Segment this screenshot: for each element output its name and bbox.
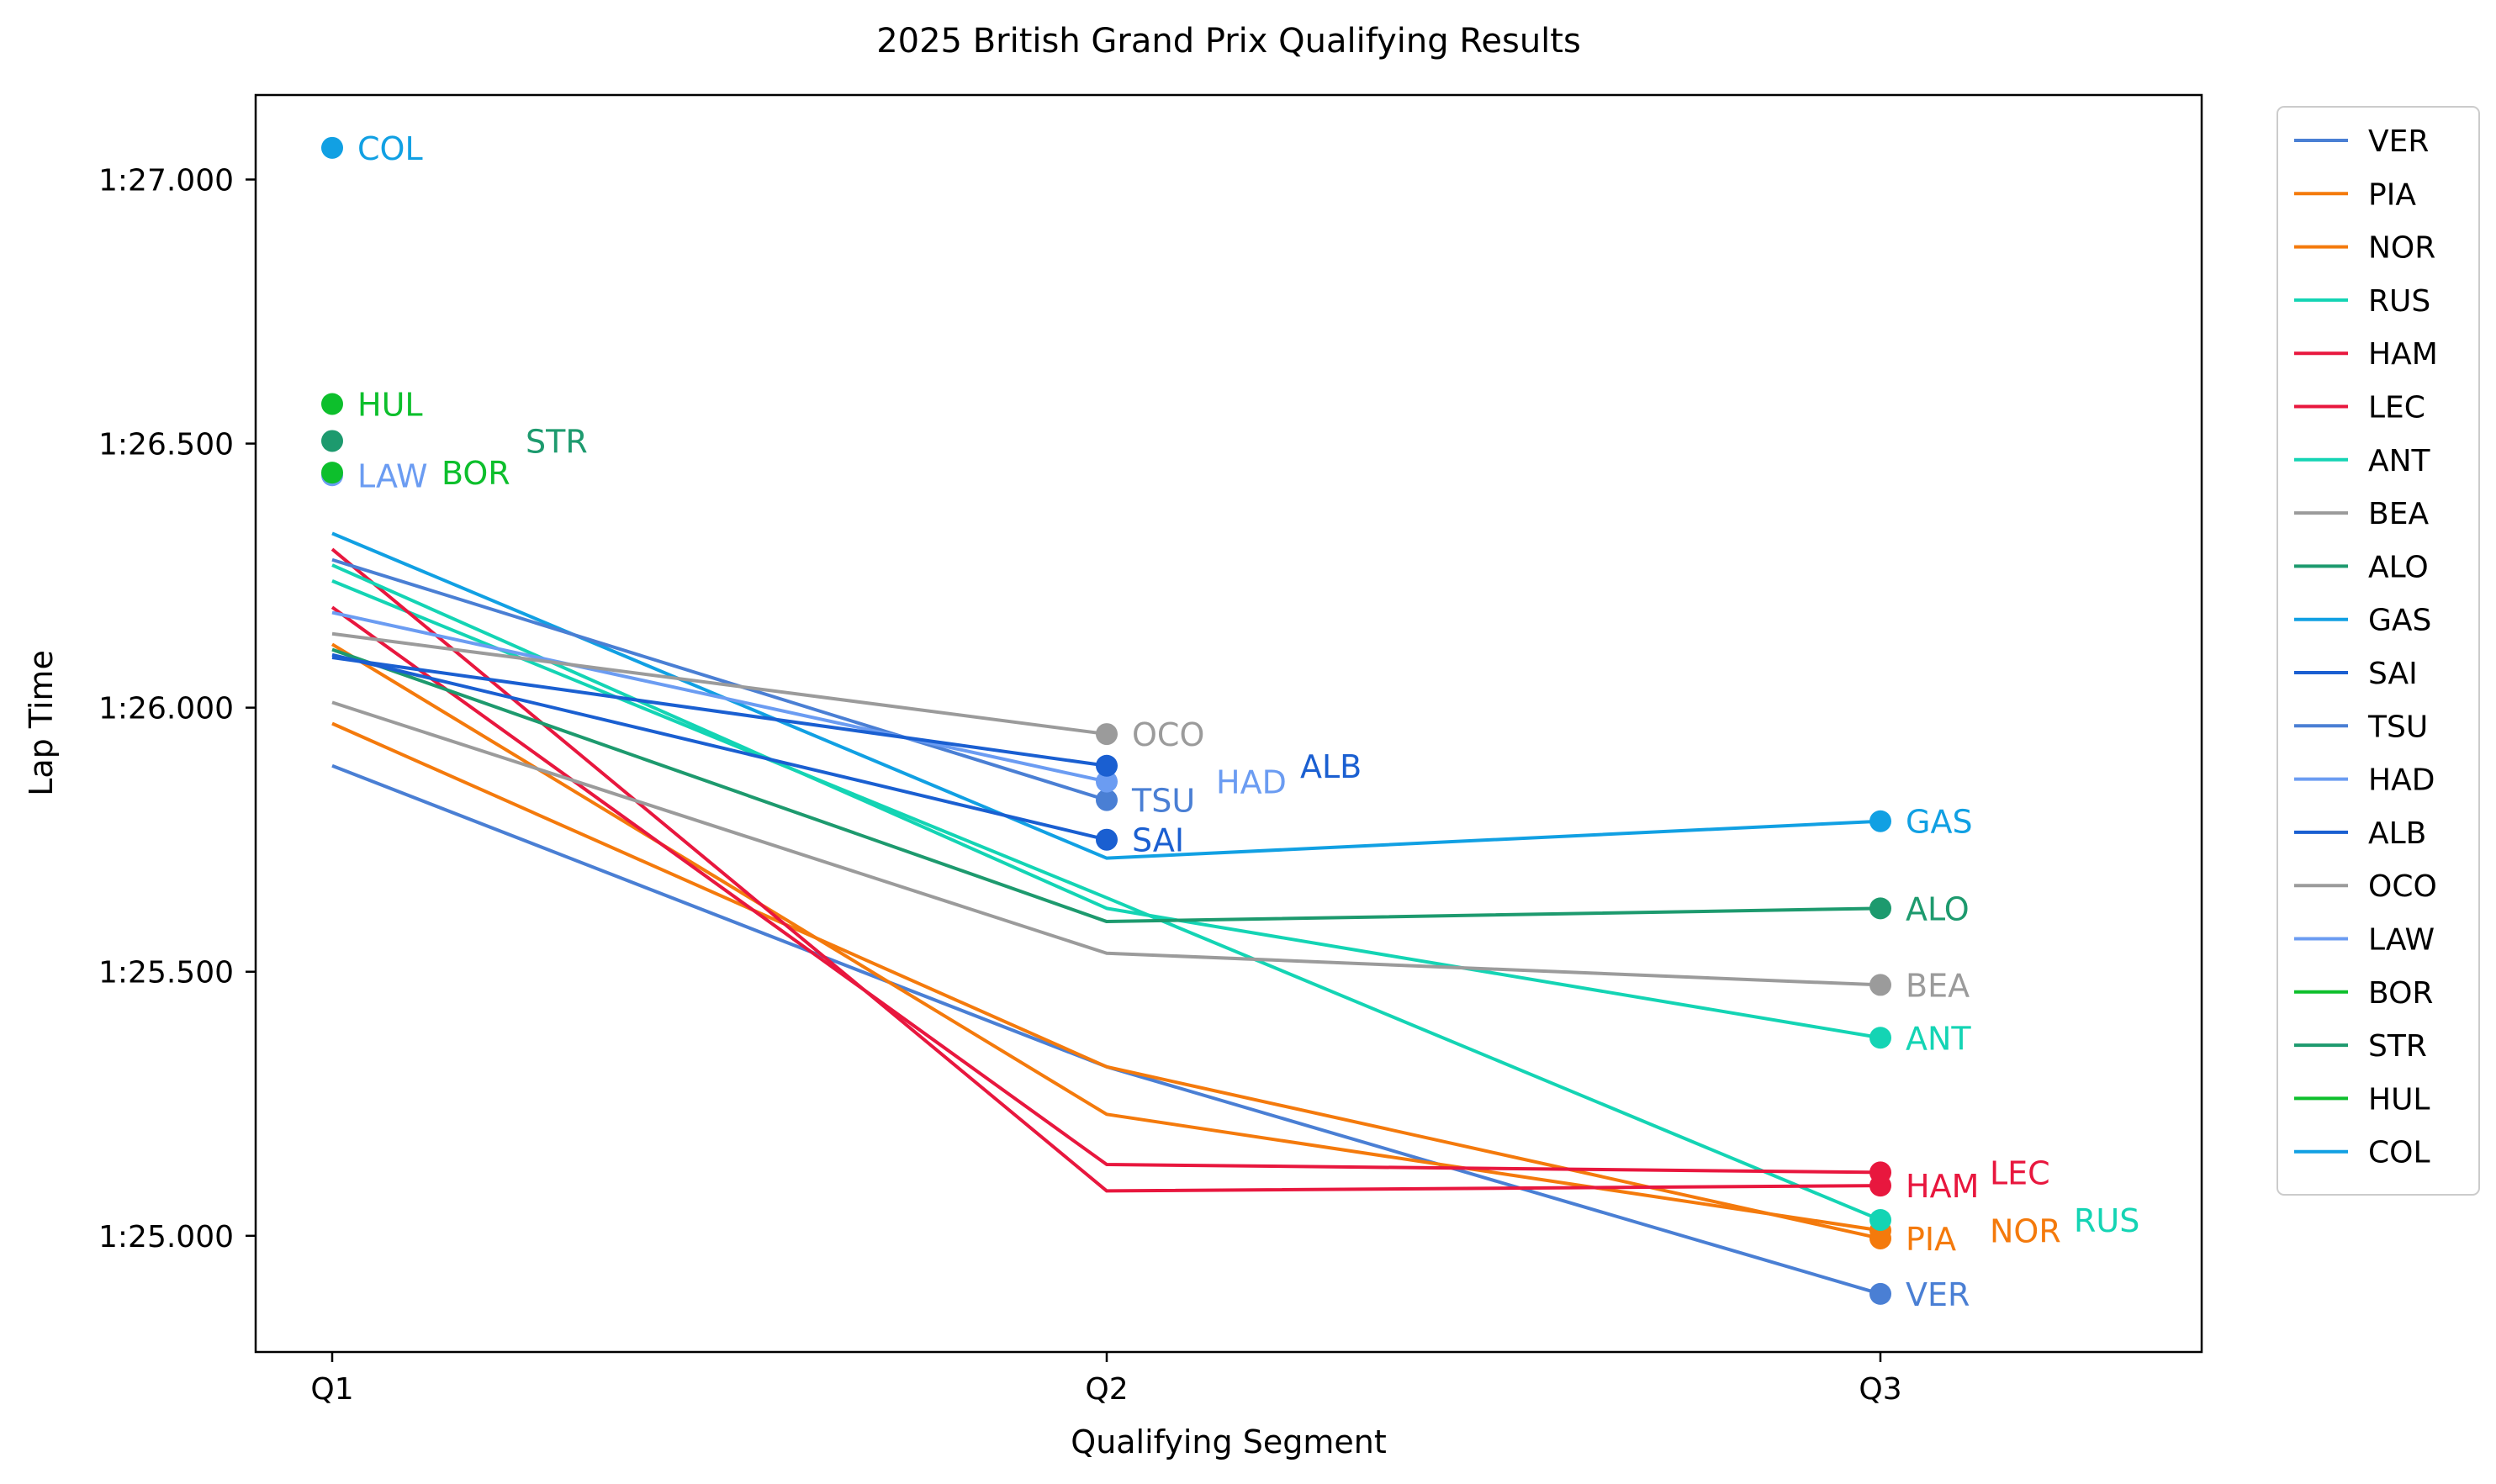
point-label-ant: ANT (1906, 1020, 1971, 1057)
series-point-ver (1869, 1282, 1891, 1305)
series-line-ant (331, 563, 1881, 1040)
legend-entry-had: HAD (2368, 763, 2435, 798)
y-tick-label: 1:25.500 (98, 956, 234, 990)
legend-entry-rus: RUS (2368, 284, 2430, 319)
legend-entry-col: COL (2368, 1136, 2430, 1170)
series-line-bea (331, 700, 1881, 987)
series-points (321, 136, 1891, 1305)
y-tick-label: 1:26.000 (98, 692, 234, 726)
legend-entry-hul: HUL (2368, 1082, 2430, 1117)
point-label-nor: NOR (1990, 1213, 2061, 1250)
series-point-col (321, 136, 343, 159)
point-label-bor: BOR (442, 455, 510, 492)
point-label-tsu: TSU (1131, 783, 1195, 820)
legend-entry-lec: LEC (2368, 391, 2425, 425)
y-axis-label: Lap Time (23, 650, 60, 796)
point-label-ham: HAM (1906, 1168, 1979, 1205)
point-label-alo: ALO (1906, 890, 1970, 927)
series-point-bor (321, 462, 343, 484)
series-point-gas (1869, 810, 1891, 832)
point-label-str: STR (526, 423, 588, 460)
series-line-lec (331, 605, 1881, 1175)
series-point-tsu (1096, 789, 1118, 811)
legend-entry-bea: BEA (2368, 497, 2429, 531)
legend-entry-oco: OCO (2368, 869, 2437, 904)
series-line-alb (331, 656, 1108, 768)
series-point-sai (1096, 828, 1118, 851)
x-tick-label-q3: Q3 (1859, 1372, 1901, 1407)
series-point-str (321, 430, 343, 452)
plot-area-frame (254, 93, 2203, 1354)
y-tick-label: 1:26.500 (98, 428, 234, 462)
series-point-rus (1869, 1208, 1891, 1231)
series-point-lec (1869, 1161, 1891, 1184)
point-label-ver: VER (1906, 1276, 1970, 1313)
series-point-hul (321, 393, 343, 415)
x-tick-label-q2: Q2 (1085, 1372, 1128, 1407)
chart-title: 2025 British Grand Prix Qualifying Resul… (876, 22, 1581, 61)
y-tick-label: 1:25.000 (98, 1220, 234, 1254)
point-label-col: COL (357, 130, 423, 167)
series-line-tsu (331, 557, 1108, 802)
series-lines (331, 531, 1881, 1296)
legend-entry-ham: HAM (2368, 337, 2438, 372)
y-tick-label: 1:27.000 (98, 164, 234, 198)
y-axis: 1:25.000 1:25.500 1:26.000 1:26.500 1:27.000 (98, 164, 256, 1254)
x-axis: Q1 Q2 Q3 (310, 1352, 1902, 1407)
series-point-bea (1869, 974, 1891, 996)
point-label-sai: SAI (1132, 822, 1184, 859)
legend-frame (2277, 106, 2480, 1196)
series-line-had (331, 610, 1108, 784)
point-label-oco: OCO (1132, 716, 1204, 753)
series-line-nor (331, 642, 1881, 1233)
legend-entry-alb: ALB (2368, 816, 2426, 851)
legend-entry-law: LAW (2368, 923, 2435, 958)
point-label-law: LAW (357, 457, 428, 494)
legend-entry-ant: ANT (2368, 444, 2431, 478)
legend-entry-sai: SAI (2368, 657, 2418, 691)
legend-entry-gas: GAS (2368, 604, 2431, 638)
point-label-alb: ALB (1300, 748, 1362, 785)
series-point-ant (1869, 1027, 1891, 1049)
series-line-ham (331, 547, 1881, 1193)
x-tick-label-q1: Q1 (310, 1372, 353, 1407)
point-label-had: HAD (1216, 764, 1287, 801)
point-label-gas: GAS (1906, 804, 1973, 841)
legend-entry-pia: PIA (2368, 177, 2416, 212)
series-line-pia (331, 721, 1881, 1240)
point-label-lec: LEC (1990, 1154, 2050, 1191)
series-line-rus (331, 579, 1881, 1222)
series-line-oco (331, 631, 1108, 737)
legend-entry-alo: ALO (2368, 550, 2429, 584)
legend: VER PIA NOR RUS HAM LEC ANT BEA ALO GAS SAI TSU HAD A… (2277, 106, 2480, 1196)
series-line-alo (331, 647, 1881, 924)
series-point-oco (1096, 723, 1118, 746)
x-axis-label: Qualifying Segment (1071, 1423, 1386, 1460)
point-label-rus: RUS (2074, 1202, 2139, 1239)
point-label-hul: HUL (357, 386, 423, 423)
point-label-bea: BEA (1906, 967, 1970, 1004)
legend-entry-tsu: TSU (2367, 710, 2428, 744)
legend-entry-str: STR (2368, 1029, 2427, 1064)
legend-entry-bor: BOR (2368, 976, 2433, 1011)
series-point-alb (1096, 754, 1118, 777)
series-point-alo (1869, 897, 1891, 920)
series-line-sai (331, 652, 1108, 842)
point-label-pia: PIA (1906, 1221, 1956, 1258)
series-point-had (1096, 770, 1118, 793)
legend-entry-nor: NOR (2368, 231, 2435, 266)
legend-entry-ver: VER (2368, 124, 2429, 159)
